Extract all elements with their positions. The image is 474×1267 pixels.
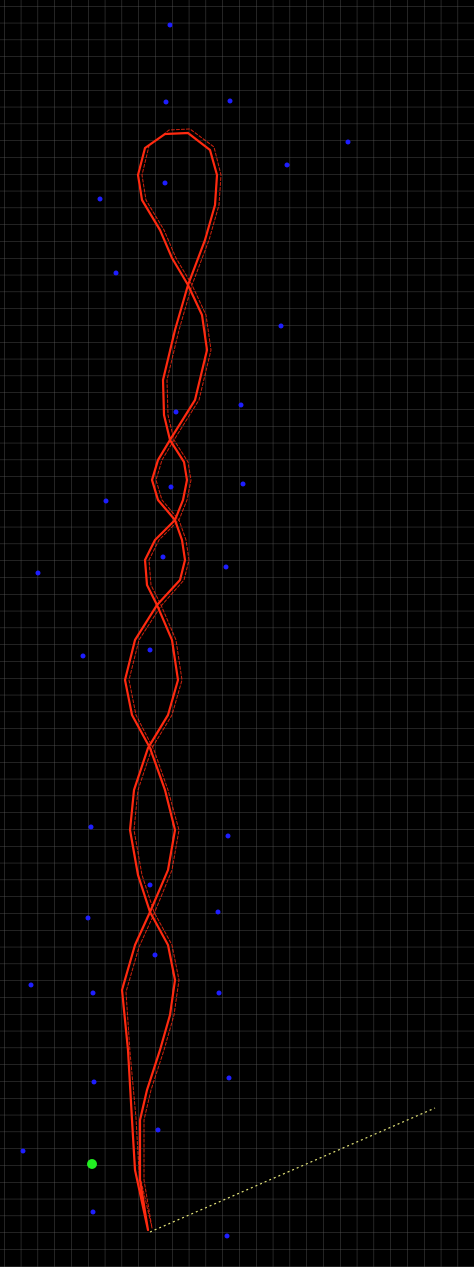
landmark xyxy=(278,323,284,329)
landmark xyxy=(147,647,153,653)
landmark xyxy=(227,98,233,104)
landmark xyxy=(20,1148,26,1154)
landmark xyxy=(155,1127,161,1133)
landmark xyxy=(97,196,103,202)
landmark xyxy=(284,162,290,168)
landmark xyxy=(223,564,229,570)
landmark xyxy=(90,1209,96,1215)
robot-position xyxy=(87,1159,97,1169)
landmark xyxy=(226,1075,232,1081)
landmark xyxy=(225,833,231,839)
landmark xyxy=(90,990,96,996)
landmark xyxy=(238,402,244,408)
landmark xyxy=(345,139,351,145)
trajectory-path xyxy=(120,131,219,1232)
landmark xyxy=(103,498,109,504)
landmark xyxy=(168,484,174,490)
landmark xyxy=(152,952,158,958)
trajectory-noise xyxy=(125,128,222,1229)
landmark xyxy=(173,409,179,415)
trajectory xyxy=(120,128,222,1232)
landmark xyxy=(167,22,173,28)
landmark xyxy=(91,1079,97,1085)
landmark xyxy=(28,982,34,988)
landmark xyxy=(163,99,169,105)
landmark xyxy=(224,1233,230,1239)
landmarks xyxy=(20,22,351,1239)
landmark xyxy=(85,915,91,921)
landmark xyxy=(240,481,246,487)
landmark xyxy=(88,824,94,830)
landmark xyxy=(216,990,222,996)
landmark xyxy=(113,270,119,276)
landmark xyxy=(35,570,41,576)
landmark xyxy=(80,653,86,659)
landmark xyxy=(162,180,168,186)
landmark xyxy=(160,554,166,560)
laser-ray xyxy=(149,1107,436,1233)
landmark xyxy=(147,882,153,888)
landmark xyxy=(215,909,221,915)
